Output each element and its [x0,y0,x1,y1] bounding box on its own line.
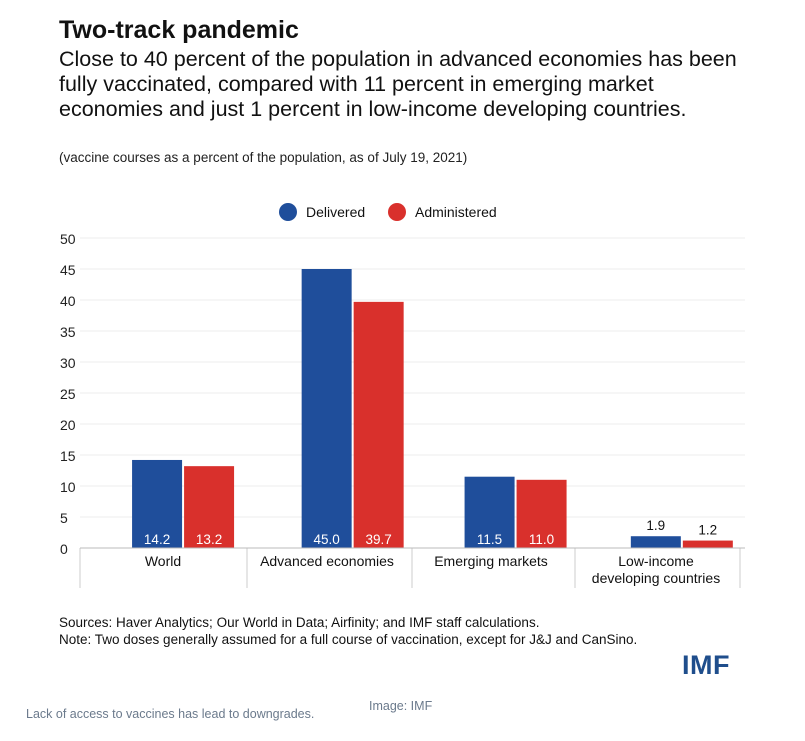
y-tick-label: 5 [60,510,68,526]
y-tick-label: 25 [60,386,76,402]
image-credit: Image: IMF [369,699,433,713]
y-tick-label: 50 [60,231,76,247]
chart-units-note: (vaccine courses as a percent of the pop… [59,150,468,165]
bar-administered [516,479,567,548]
data-label: 39.7 [366,532,392,547]
y-tick-label: 10 [60,479,76,495]
y-tick-label: 15 [60,448,76,464]
bar-administered [353,301,404,548]
data-label: 11.0 [529,532,554,547]
y-tick-label: 20 [60,417,76,433]
data-label: 14.2 [144,532,170,547]
x-tick-label: World [145,553,181,569]
data-label: 13.2 [196,532,222,547]
x-tick-label: Emerging markets [434,553,548,569]
x-tick-label: developing countries [592,570,720,586]
chart-title: Two-track pandemic [59,16,299,44]
legend-marker-delivered [279,203,297,221]
bar-administered [184,466,235,548]
chart-footer: Sources: Haver Analytics; Our World in D… [59,614,637,648]
legend-marker-administered [388,203,406,221]
data-label: 45.0 [314,532,340,547]
data-label: 11.5 [477,532,502,547]
y-tick-label: 0 [60,541,68,557]
imf-logo: IMF [682,650,730,680]
bar-delivered [630,536,681,548]
chart-subtitle: Close to 40 percent of the population in… [59,47,737,121]
y-tick-label: 40 [60,293,76,309]
bar-delivered [464,476,515,548]
x-tick-label: Low-income [618,553,694,569]
bar-chart: 0 5 10 15 20 25 30 35 40 45 50 14.2 13.2 45.0 39.7 11.5… [60,203,745,588]
x-tick-label: Advanced economies [260,553,394,569]
bar-delivered [132,459,183,548]
data-label: 1.9 [646,518,665,533]
image-caption: Lack of access to vaccines has lead to d… [26,707,315,721]
data-label: 1.2 [698,523,717,538]
sources-text: Sources: Haver Analytics; Our World in D… [59,615,540,630]
bar-delivered [301,269,352,548]
bar-administered [682,540,733,548]
y-tick-label: 35 [60,324,76,340]
legend-label: Delivered [306,204,365,220]
y-tick-label: 30 [60,355,76,371]
y-tick-label: 45 [60,262,76,278]
note-text: Note: Two doses generally assumed for a … [59,632,638,647]
legend-label: Administered [415,204,497,220]
